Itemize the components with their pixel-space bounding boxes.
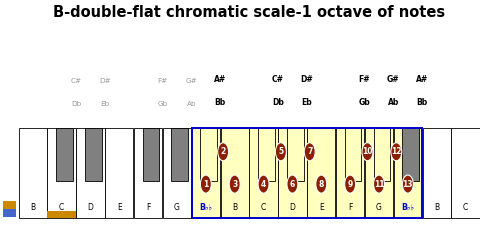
Bar (192, 128, 422, 218)
Text: C: C (261, 203, 266, 212)
Text: B-double-flat chromatic scale-1 octave of notes: B-double-flat chromatic scale-1 octave o… (53, 5, 445, 20)
Bar (192, 128, 220, 218)
Text: G: G (376, 203, 382, 212)
Text: 5: 5 (278, 147, 283, 156)
Bar (307, 128, 336, 218)
Bar (163, 128, 191, 218)
Bar (48, 211, 76, 218)
Text: D#: D# (99, 78, 111, 84)
Bar (220, 128, 249, 218)
Bar (365, 128, 393, 218)
Text: Ab: Ab (388, 98, 399, 107)
Bar (373, 128, 390, 181)
Bar (143, 128, 159, 181)
Ellipse shape (316, 175, 327, 193)
Text: E: E (319, 203, 324, 212)
Bar (48, 128, 76, 218)
Text: 7: 7 (307, 147, 312, 156)
Bar (3, 209, 15, 217)
Ellipse shape (345, 175, 356, 193)
Text: B: B (232, 203, 237, 212)
Text: Db: Db (272, 98, 284, 107)
Text: 8: 8 (319, 180, 324, 189)
Text: Eb: Eb (100, 101, 109, 107)
Bar (200, 128, 217, 181)
Ellipse shape (229, 175, 240, 193)
Text: Db: Db (71, 101, 81, 107)
Ellipse shape (287, 175, 298, 193)
Bar (19, 128, 47, 218)
Text: A#: A# (214, 75, 227, 84)
Text: Gb: Gb (157, 101, 168, 107)
Text: Gb: Gb (359, 98, 371, 107)
Ellipse shape (391, 143, 402, 161)
Text: G#: G# (387, 75, 400, 84)
Text: C#: C# (71, 78, 82, 84)
Text: 9: 9 (348, 180, 353, 189)
Text: basicmusictheory.com: basicmusictheory.com (7, 68, 12, 134)
Text: 1: 1 (203, 180, 208, 189)
Text: B: B (30, 203, 35, 212)
Bar (85, 128, 102, 181)
Bar (422, 128, 451, 218)
Bar (250, 128, 278, 218)
Bar (76, 128, 105, 218)
Bar (402, 128, 419, 181)
Ellipse shape (304, 143, 315, 161)
Text: 2: 2 (220, 147, 226, 156)
Text: C: C (463, 203, 468, 212)
Text: 6: 6 (290, 180, 295, 189)
Bar (278, 128, 307, 218)
Text: 3: 3 (232, 180, 237, 189)
Text: 13: 13 (403, 180, 413, 189)
Text: C: C (59, 203, 64, 212)
Text: A#: A# (416, 75, 429, 84)
Bar (287, 128, 304, 181)
Text: B♭♭: B♭♭ (199, 203, 212, 212)
Text: Eb: Eb (301, 98, 312, 107)
Text: 10: 10 (362, 147, 372, 156)
Bar (105, 128, 133, 218)
Text: F#: F# (359, 75, 371, 84)
Text: Bb: Bb (215, 98, 226, 107)
Bar (56, 128, 73, 181)
Text: G: G (174, 203, 180, 212)
Text: E: E (117, 203, 121, 212)
Text: B♭♭: B♭♭ (401, 203, 414, 212)
Bar (258, 128, 275, 181)
Text: D: D (87, 203, 93, 212)
Text: Ab: Ab (187, 101, 196, 107)
Text: D: D (289, 203, 295, 212)
Text: F#: F# (157, 78, 168, 84)
Ellipse shape (373, 175, 384, 193)
Text: 4: 4 (261, 180, 266, 189)
Ellipse shape (258, 175, 269, 193)
Text: D#: D# (300, 75, 313, 84)
Ellipse shape (217, 143, 228, 161)
Text: F: F (348, 203, 352, 212)
Ellipse shape (276, 143, 287, 161)
Text: 12: 12 (391, 147, 402, 156)
Bar (451, 128, 480, 218)
Text: F: F (146, 203, 150, 212)
Bar (171, 128, 188, 181)
Bar (3, 201, 15, 209)
Text: 11: 11 (374, 180, 384, 189)
Ellipse shape (402, 175, 413, 193)
Text: C#: C# (272, 75, 284, 84)
Ellipse shape (200, 175, 211, 193)
Text: B: B (434, 203, 439, 212)
Bar (394, 128, 422, 218)
Ellipse shape (362, 143, 373, 161)
Bar (336, 128, 364, 218)
Bar (134, 128, 162, 218)
Text: G#: G# (186, 78, 197, 84)
Bar (345, 128, 361, 181)
Text: Bb: Bb (417, 98, 428, 107)
